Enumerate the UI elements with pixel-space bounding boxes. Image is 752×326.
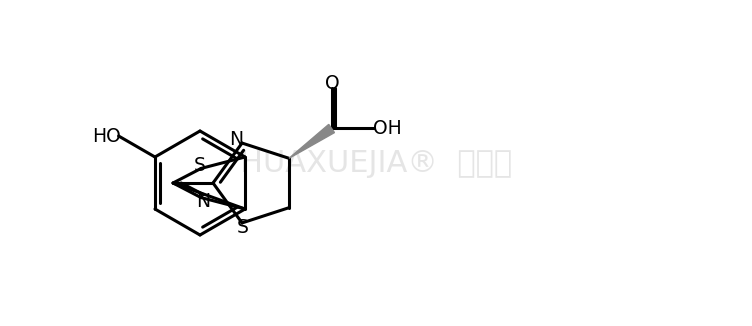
Polygon shape <box>289 125 335 158</box>
Text: S: S <box>237 218 249 237</box>
Text: OH: OH <box>373 119 402 138</box>
Text: HO: HO <box>92 126 121 145</box>
Text: O: O <box>326 74 340 93</box>
Text: S: S <box>194 156 206 175</box>
Text: N: N <box>196 192 210 211</box>
Text: HUAXUEJIA®  化学加: HUAXUEJIA® 化学加 <box>240 149 512 177</box>
Text: N: N <box>229 129 243 149</box>
